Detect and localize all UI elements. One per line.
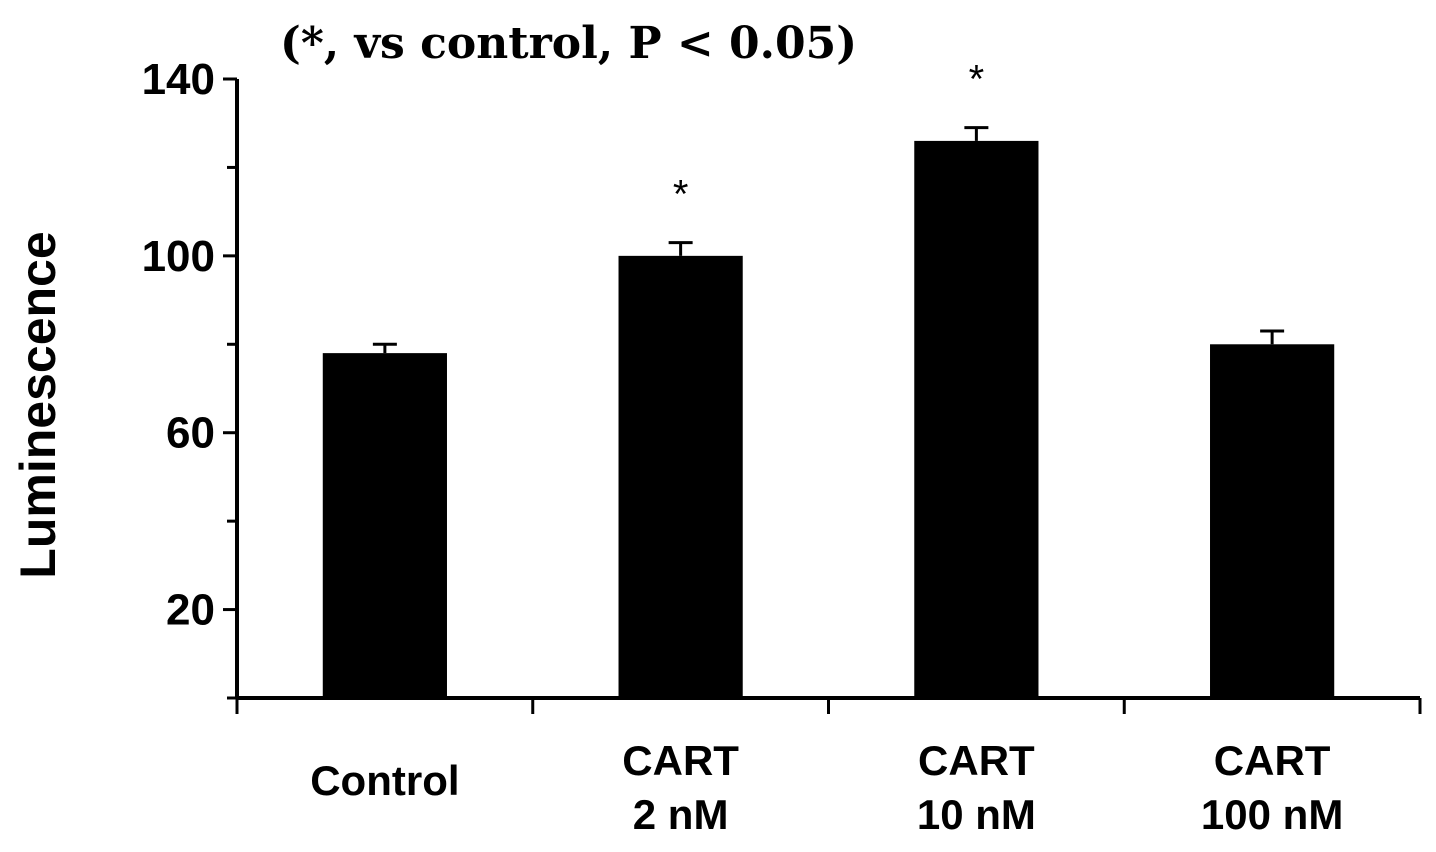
y-tick-label: 60 <box>166 409 215 458</box>
category-label: CART <box>622 737 739 784</box>
significance-marker: * <box>673 173 689 217</box>
bar <box>618 255 743 698</box>
category-label: CART <box>1214 737 1331 784</box>
category-label: 100 nM <box>1201 791 1343 838</box>
category-label: 2 nM <box>633 791 729 838</box>
category-label: CART <box>918 737 1035 784</box>
labels: 20 60 100 140 Control * CART 2 nM * CART 10 nM CART… <box>142 55 1344 838</box>
bar <box>914 140 1039 698</box>
y-tick-label: 20 <box>166 586 215 635</box>
category-label: Control <box>310 757 459 804</box>
y-tick-label: 140 <box>142 55 215 104</box>
y-tick-label: 100 <box>142 232 215 281</box>
bar <box>322 353 447 698</box>
bars <box>322 126 1335 698</box>
bar <box>1210 344 1335 698</box>
y-axis-label: Luminescence <box>10 231 66 578</box>
category-label: 10 nM <box>917 791 1036 838</box>
chart-title: (*, vs control, P < 0.05) <box>280 18 857 69</box>
significance-marker: * <box>969 58 985 102</box>
